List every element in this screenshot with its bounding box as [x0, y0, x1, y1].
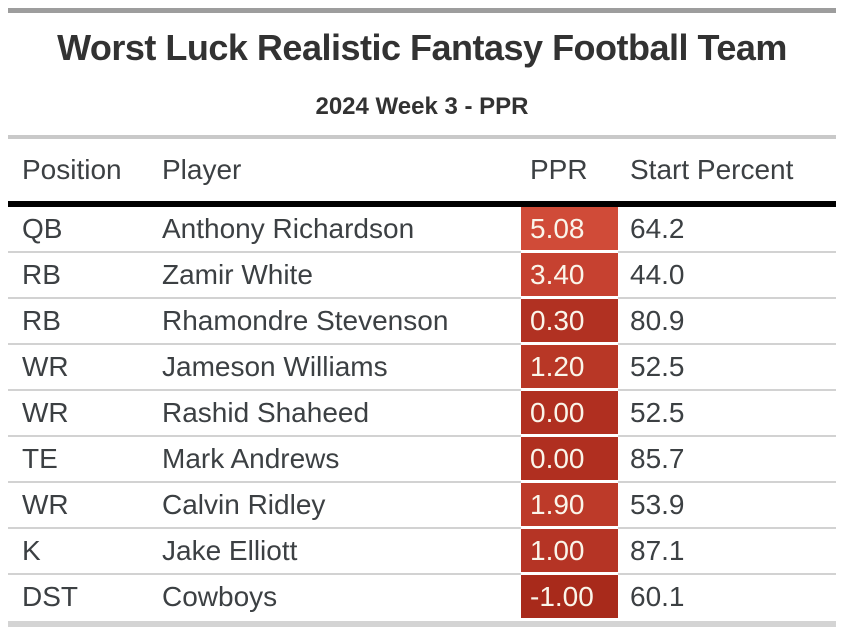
- table-row: WR Rashid Shaheed 0.00 52.5: [8, 391, 836, 437]
- position-cell: WR: [8, 483, 162, 529]
- start-percent-cell: 53.9: [618, 483, 836, 529]
- start-percent-cell: 85.7: [618, 437, 836, 483]
- player-cell: Zamir White: [162, 253, 521, 299]
- position-cell: DST: [8, 575, 162, 621]
- column-header-player[interactable]: Player: [162, 154, 242, 185]
- ppr-cell: 0.00: [521, 437, 618, 483]
- start-percent-cell: 44.0: [618, 253, 836, 299]
- ppr-cell: 0.00: [521, 391, 618, 437]
- table-row: RB Zamir White 3.40 44.0: [8, 253, 836, 299]
- column-header-start-percent[interactable]: Start Percent: [630, 154, 794, 185]
- table-row: QB Anthony Richardson 5.08 64.2: [8, 207, 836, 253]
- start-percent-cell: 52.5: [618, 391, 836, 437]
- position-cell: WR: [8, 345, 162, 391]
- player-cell: Anthony Richardson: [162, 207, 521, 253]
- player-cell: Rashid Shaheed: [162, 391, 521, 437]
- start-percent-cell: 60.1: [618, 575, 836, 621]
- start-percent-cell: 64.2: [618, 207, 836, 253]
- position-cell: K: [8, 529, 162, 575]
- table-row: WR Jameson Williams 1.20 52.5: [8, 345, 836, 391]
- position-cell: TE: [8, 437, 162, 483]
- ppr-cell: 0.30: [521, 299, 618, 345]
- ppr-cell: 1.20: [521, 345, 618, 391]
- table-body: QB Anthony Richardson 5.08 64.2 RB Zamir…: [8, 207, 836, 621]
- player-cell: Rhamondre Stevenson: [162, 299, 521, 345]
- subtitle-divider: [8, 135, 836, 139]
- ppr-cell: 1.90: [521, 483, 618, 529]
- start-percent-cell: 52.5: [618, 345, 836, 391]
- table-row: RB Rhamondre Stevenson 0.30 80.9: [8, 299, 836, 345]
- column-header-ppr[interactable]: PPR: [530, 154, 588, 185]
- ppr-cell: 1.00: [521, 529, 618, 575]
- table-row: WR Calvin Ridley 1.90 53.9: [8, 483, 836, 529]
- report-subtitle: 2024 Week 3 - PPR: [315, 93, 529, 120]
- start-percent-cell: 87.1: [618, 529, 836, 575]
- bottom-divider: [8, 621, 836, 627]
- table-row: TE Mark Andrews 0.00 85.7: [8, 437, 836, 483]
- player-cell: Calvin Ridley: [162, 483, 521, 529]
- player-cell: Jake Elliott: [162, 529, 521, 575]
- player-cell: Jameson Williams: [162, 345, 521, 391]
- header-divider: [8, 201, 836, 207]
- table-header-row: Position Player PPR Start Percent: [8, 139, 836, 201]
- table-row: DST Cowboys -1.00 60.1: [8, 575, 836, 621]
- ppr-cell: 5.08: [521, 207, 618, 253]
- start-percent-cell: 80.9: [618, 299, 836, 345]
- top-divider: [8, 8, 836, 13]
- ppr-cell: 3.40: [521, 253, 618, 299]
- column-header-position[interactable]: Position: [22, 154, 122, 185]
- position-cell: QB: [8, 207, 162, 253]
- position-cell: RB: [8, 299, 162, 345]
- position-cell: WR: [8, 391, 162, 437]
- player-cell: Mark Andrews: [162, 437, 521, 483]
- player-cell: Cowboys: [162, 575, 521, 621]
- table-row: K Jake Elliott 1.00 87.1: [8, 529, 836, 575]
- ppr-cell: -1.00: [521, 575, 618, 621]
- position-cell: RB: [8, 253, 162, 299]
- report-title: Worst Luck Realistic Fantasy Football Te…: [57, 27, 787, 68]
